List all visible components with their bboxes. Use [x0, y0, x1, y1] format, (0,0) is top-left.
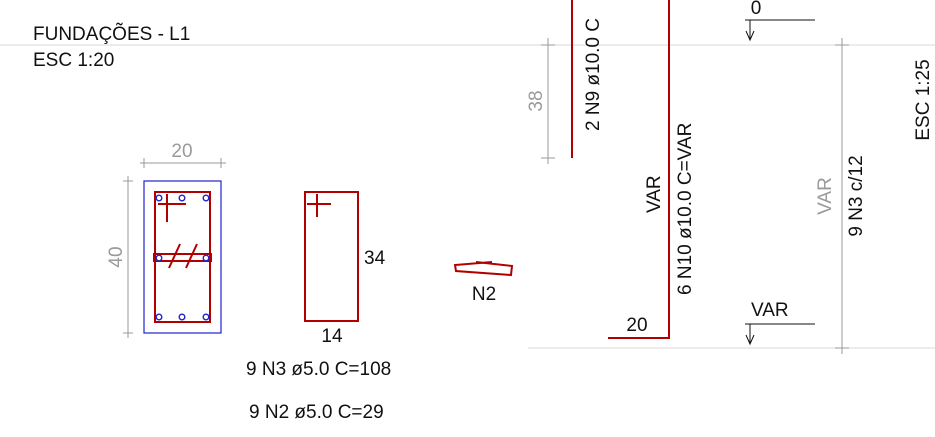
stirrup-n3-width: 14 [321, 326, 343, 347]
level-top-text: 0 [751, 0, 762, 19]
rebar-dot [178, 194, 186, 202]
tie-hook-right [185, 243, 198, 269]
bar-n9-label: 2 N9 ø10.0 C [583, 18, 604, 131]
hook-n2-detail: N2 9 N2 ø5.0 C=29 [249, 261, 514, 423]
level-bottom-text: VAR [751, 300, 789, 321]
stirrups-spacing-label: 9 N3 c/12 [846, 155, 867, 236]
level-marker-top: 0 [745, 0, 815, 42]
bar-foot-dim: 20 [626, 315, 647, 336]
stirrup-n3-spec: 9 N3 ø5.0 C=108 [246, 359, 391, 380]
concrete-outline [143, 180, 222, 334]
rebar-dot [202, 254, 210, 262]
level-marker-bottom: VAR [745, 300, 815, 346]
bar-n10 [608, 0, 670, 339]
hook-n2-spec: 9 N2 ø5.0 C=29 [249, 402, 384, 423]
drawing-scale-right: ESC 1:25 [913, 59, 934, 140]
rebar-dot [202, 313, 210, 321]
stirrup-n3-shape [304, 191, 359, 322]
bar-n10-label: 6 N10 ø10.0 C=VAR [675, 123, 696, 295]
rebar-dot [178, 313, 186, 321]
rebar-dot [155, 254, 163, 262]
tie-hook-left [168, 243, 181, 269]
elev-38-dim-text: 38 [526, 90, 547, 111]
hook-n2-shape [453, 261, 514, 277]
rebar-dot [202, 194, 210, 202]
level-bottom-arrow-icon [745, 334, 755, 346]
section-width-dim-text: 20 [171, 141, 192, 162]
rebar-dot [155, 194, 163, 202]
section-tie-bar [153, 253, 212, 262]
section-stirrup [154, 191, 211, 323]
rebar-dot [155, 313, 163, 321]
bar-var-label: VAR [644, 175, 665, 213]
drawing-scale-left: ESC 1:20 [33, 50, 114, 71]
section-height-dim-text: 40 [106, 246, 127, 267]
stirrup-n3-detail: 34 14 9 N3 ø5.0 C=108 [246, 191, 391, 380]
level-top-arrow-icon [745, 30, 755, 42]
hook-n2-label: N2 [472, 284, 496, 305]
stirrups-var-grey: VAR [815, 177, 836, 215]
stirrup-n3-height: 34 [364, 248, 386, 269]
drawing-title: FUNDAÇÕES - L1 [33, 23, 190, 45]
cross-section: 20 40 [106, 141, 226, 338]
elevation-view: 38 2 N9 ø10.0 C 6 N10 ø10.0 C=VAR VAR 20… [526, 0, 934, 354]
